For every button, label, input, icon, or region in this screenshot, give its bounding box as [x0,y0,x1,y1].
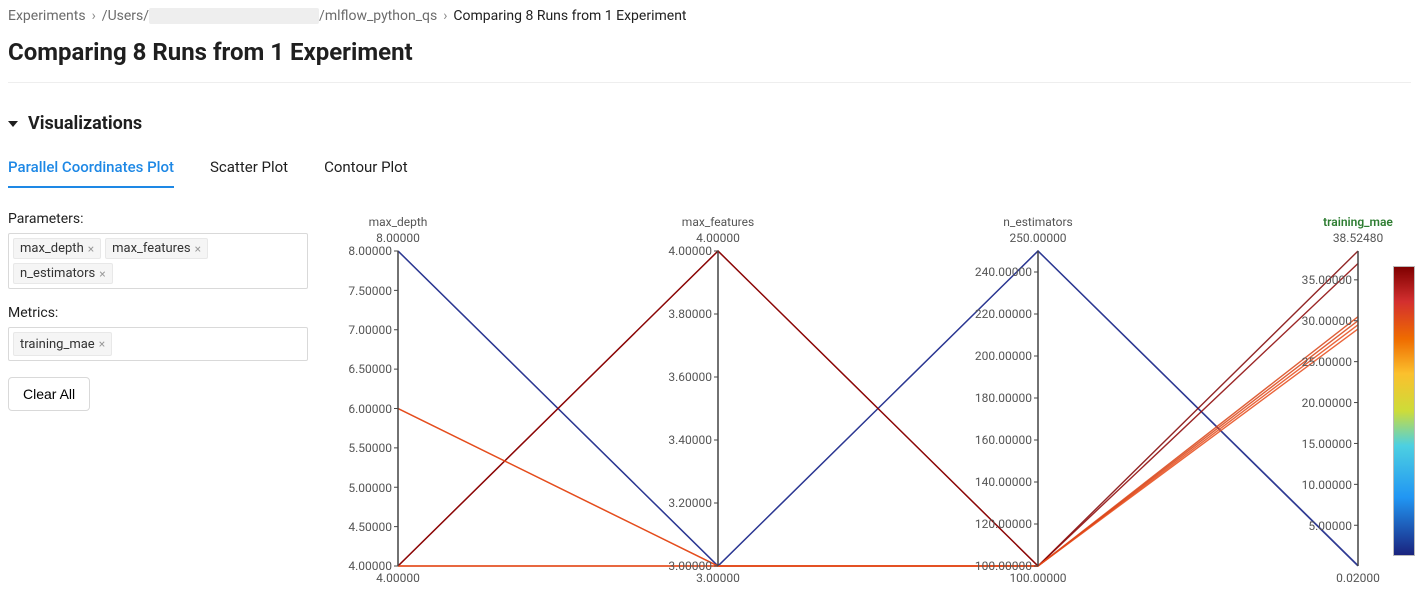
plot-config-sidebar: Parameters: max_depth×max_features×n_est… [8,211,308,591]
breadcrumb: Experiments › /Users/ /mlflow_python_qs ›… [8,8,1411,24]
tick-label: 3.20000 [668,496,712,510]
tick-label: 200.00000 [975,349,1032,363]
run-line[interactable] [398,329,1358,566]
tick-label: 3.00000 [668,559,712,573]
tick-label: 15.00000 [1302,437,1352,451]
tick-label: 180.00000 [975,391,1032,405]
tick-label: 20.00000 [1302,396,1352,410]
breadcrumb-current: Comparing 8 Runs from 1 Experiment [453,8,686,24]
chip-label: max_features [112,241,190,256]
redacted-segment [149,8,319,24]
tick-label: 8.00000 [348,244,392,258]
run-line[interactable] [398,321,1358,566]
axis-bottom-value: 100.00000 [1009,571,1066,585]
tick-label: 5.00000 [1308,519,1352,533]
section-header-visualizations[interactable]: Visualizations [8,113,1411,134]
axis-top-value: 4.00000 [696,231,740,245]
tick-label: 25.00000 [1302,355,1352,369]
tick-label: 240.00000 [975,265,1032,279]
tick-label: 160.00000 [975,433,1032,447]
tick-label: 220.00000 [975,307,1032,321]
close-icon[interactable]: × [99,337,105,351]
axis-title-training_mae: training_mae [1323,215,1393,229]
parameter-chip-n_estimators[interactable]: n_estimators × [13,263,113,284]
tick-label: 7.00000 [348,323,392,337]
page-title: Comparing 8 Runs from 1 Experiment [8,38,1411,66]
chip-label: n_estimators [20,266,95,281]
axis-top-value: 8.00000 [376,231,420,245]
tick-label: 6.50000 [348,362,392,376]
tick-label: 140.00000 [975,475,1032,489]
tab-parallel-coordinates-plot[interactable]: Parallel Coordinates Plot [8,158,174,188]
tick-label: 6.00000 [348,402,392,416]
chip-label: training_mae [20,337,95,352]
close-icon[interactable]: × [88,242,94,256]
breadcrumb-experiments[interactable]: Experiments [8,8,86,24]
clear-all-button[interactable]: Clear All [8,377,90,411]
tick-label: 4.00000 [348,559,392,573]
axis-top-value: 38.52480 [1333,231,1383,245]
colorbar [1393,266,1415,556]
metrics-select[interactable]: training_mae × [8,327,308,361]
axis-title-max_depth: max_depth [369,215,428,229]
breadcrumb-path[interactable]: /Users/ /mlflow_python_qs [102,8,437,24]
tab-contour-plot[interactable]: Contour Plot [324,158,408,188]
breadcrumb-path-suffix: /mlflow_python_qs [319,8,437,24]
axis-bottom-value: 4.00000 [376,571,420,585]
divider [8,82,1411,83]
tick-label: 5.50000 [348,441,392,455]
metric-chip-training_mae[interactable]: training_mae × [13,332,112,356]
tick-label: 100.00000 [975,559,1032,573]
axis-top-value: 250.00000 [1009,231,1066,245]
tick-label: 10.00000 [1302,478,1352,492]
tick-label: 30.00000 [1302,314,1352,328]
tick-label: 120.00000 [975,517,1032,531]
viz-tabs: Parallel Coordinates Plot Scatter Plot Con… [8,158,1411,189]
breadcrumb-path-prefix: /Users/ [102,8,149,24]
chip-label: max_depth [20,241,84,256]
parameter-chip-max_depth[interactable]: max_depth × [13,238,101,259]
caret-down-icon [8,121,18,127]
tick-label: 3.80000 [668,307,712,321]
parameters-select[interactable]: max_depth × max_features × n_estimators × [8,233,308,289]
parallel-coordinates-plot[interactable]: max_depth 8.00000 4.00000 8.00000 7.50000 7.0… [328,211,1411,591]
axis-bottom-value: 0.02000 [1336,571,1380,585]
tick-label: 3.60000 [668,370,712,384]
tick-label: 4.00000 [668,244,712,258]
close-icon[interactable]: × [99,267,105,281]
chevron-right-icon: › [92,8,96,24]
parameter-chip-max_features[interactable]: max_features × [105,238,208,259]
axis-title-max_features: max_features [682,215,754,229]
chevron-right-icon: › [443,8,447,24]
close-icon[interactable]: × [195,242,201,256]
tick-label: 3.40000 [668,433,712,447]
axis-bottom-value: 3.00000 [696,571,740,585]
section-title: Visualizations [28,113,142,134]
run-line[interactable] [398,251,1358,566]
run-line[interactable] [398,325,1358,566]
axis-title-n_estimators: n_estimators [1003,215,1072,229]
metrics-label: Metrics: [8,305,308,321]
tab-scatter-plot[interactable]: Scatter Plot [210,158,288,188]
tick-label: 7.50000 [348,284,392,298]
run-line[interactable] [398,317,1358,566]
parameters-label: Parameters: [8,211,308,227]
tick-label: 4.50000 [348,520,392,534]
tick-label: 35.00000 [1302,273,1352,287]
tick-label: 5.00000 [348,481,392,495]
